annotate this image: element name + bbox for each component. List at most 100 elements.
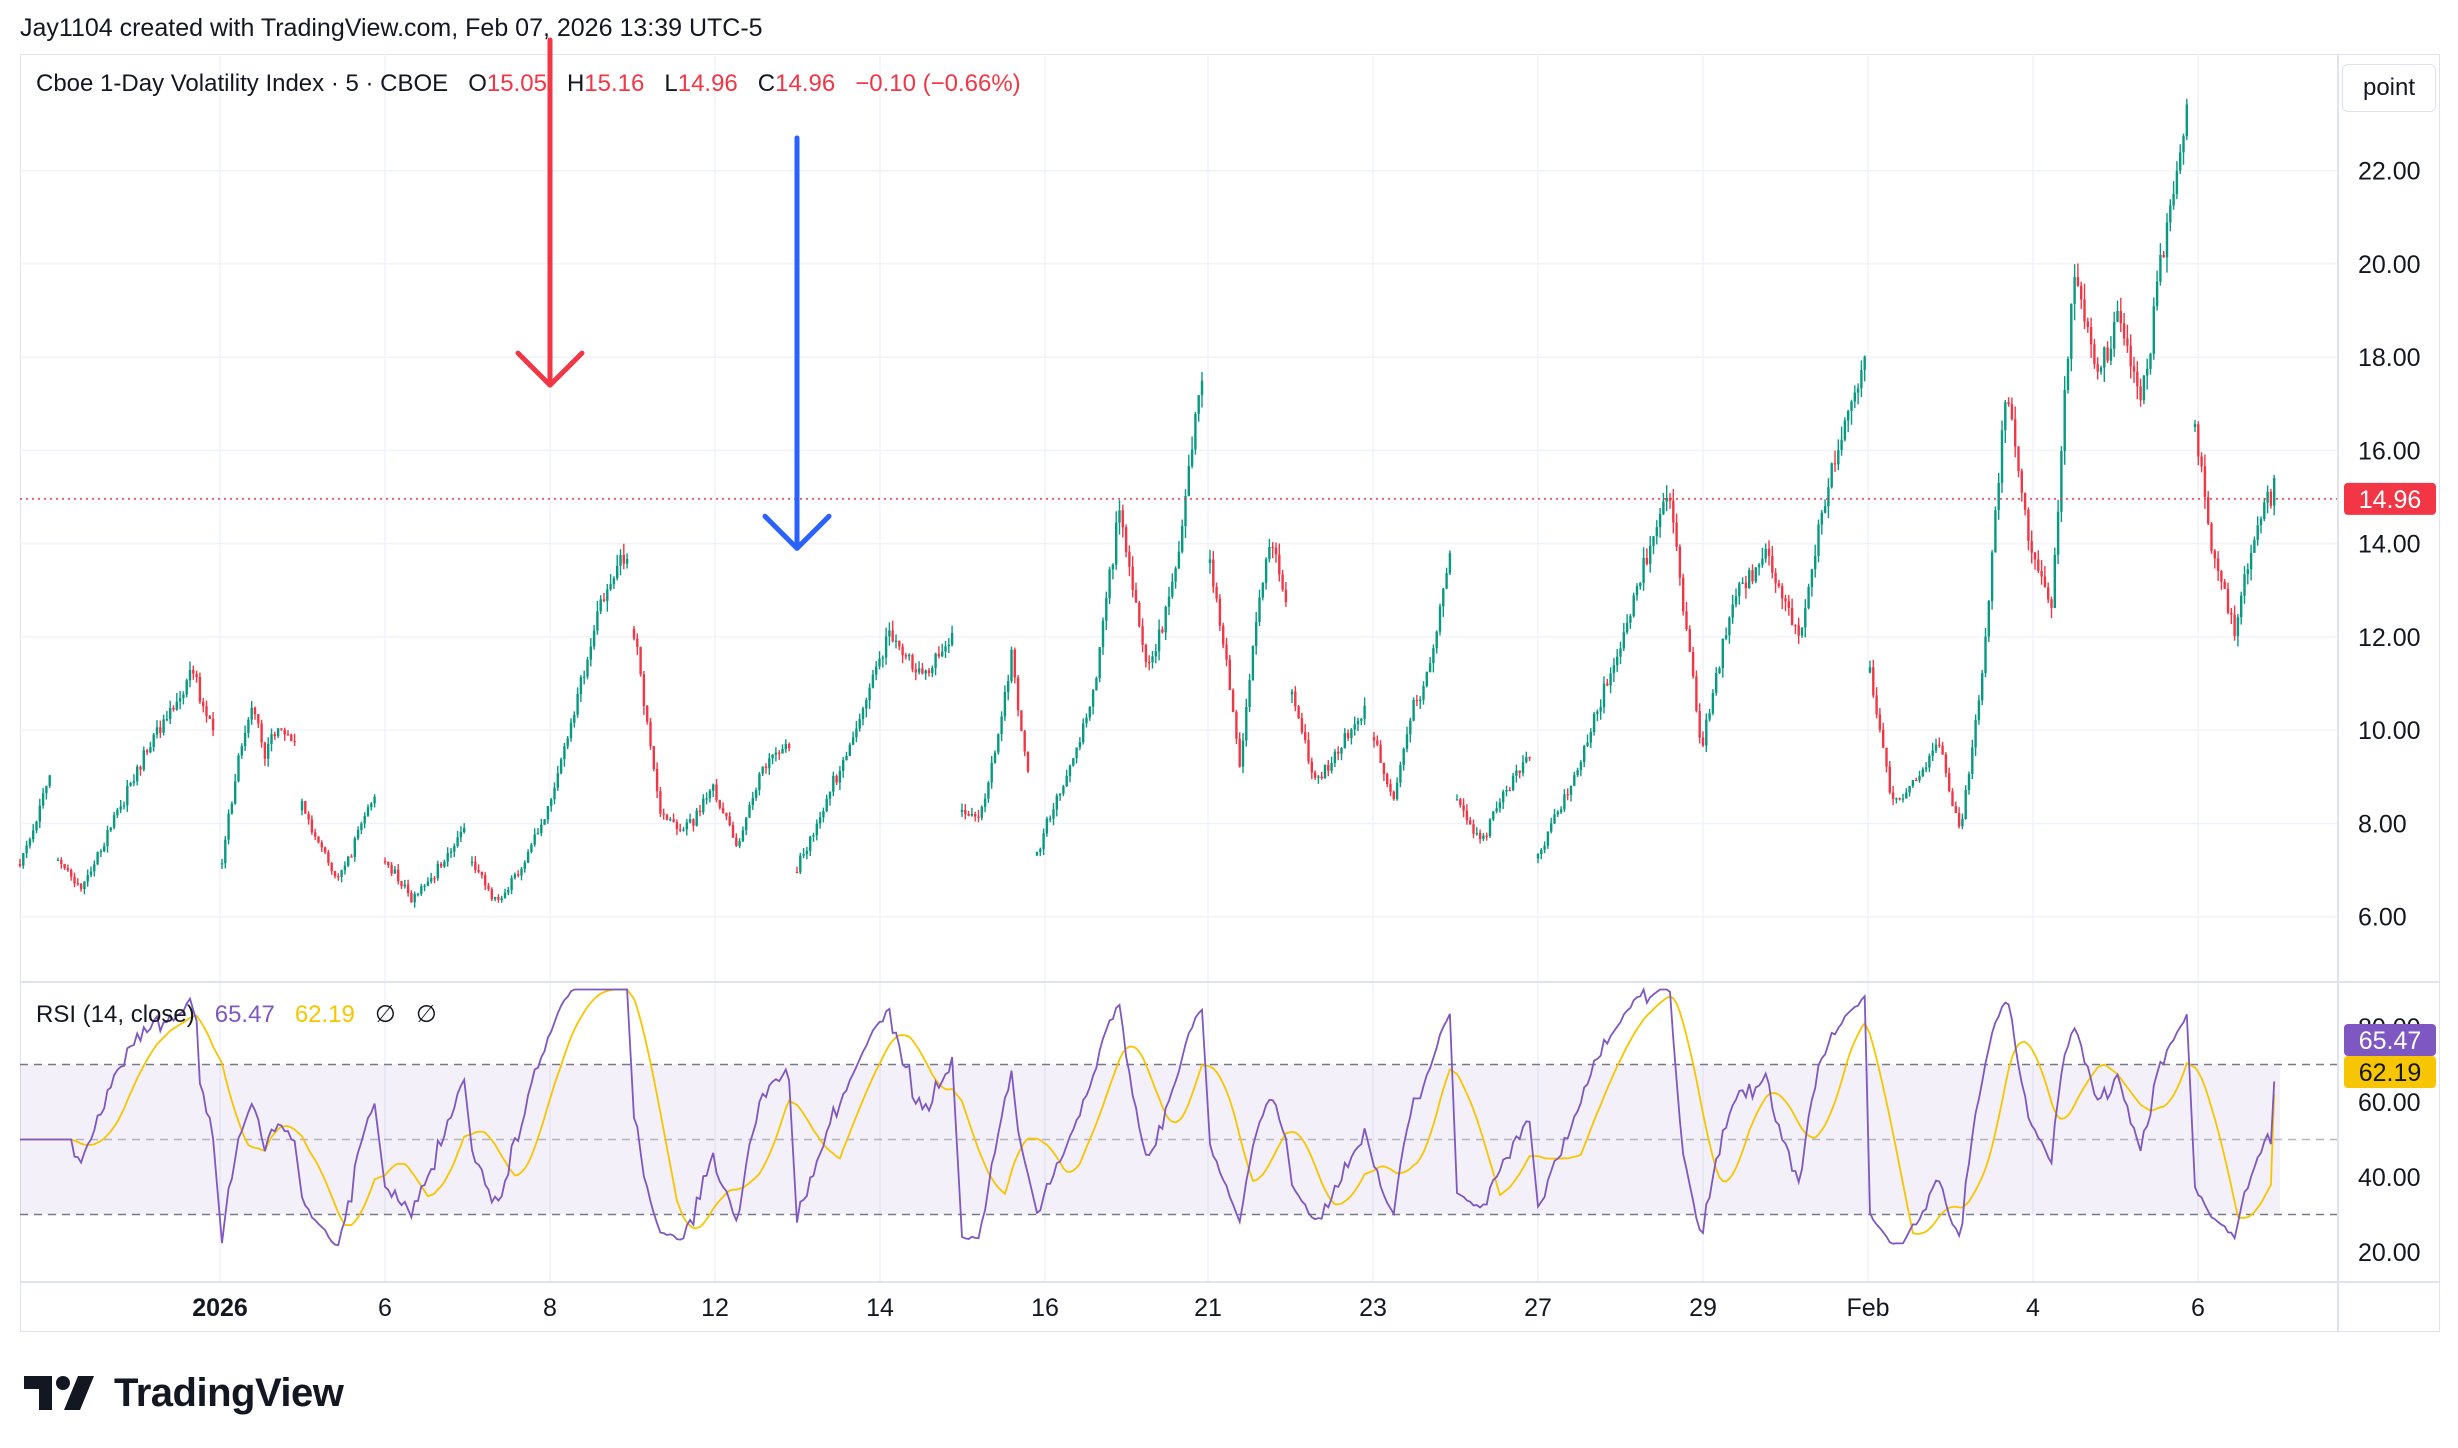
candle-body [1488, 819, 1492, 837]
candle-body [1553, 814, 1556, 824]
candle-body [86, 875, 89, 882]
candle-body [993, 752, 997, 763]
candle-body [2099, 367, 2103, 372]
candle-body [2109, 348, 2113, 361]
candle-body [1190, 449, 1194, 467]
candle-body [721, 807, 725, 813]
candle-body [1744, 582, 1748, 589]
candle-body [474, 861, 477, 871]
candle-body [323, 847, 327, 853]
candle-body [250, 707, 253, 720]
candle-body [738, 841, 741, 846]
candle-body [1609, 673, 1612, 686]
rsi-ma-value-badge-label: 62.19 [2359, 1059, 2422, 1087]
candle-body [2193, 424, 2197, 428]
candle-body [1569, 785, 1573, 795]
candle-body [2197, 424, 2200, 457]
candle-body [195, 673, 198, 678]
candle-body [2122, 323, 2126, 339]
candle-body [270, 734, 273, 744]
candle-body [2185, 104, 2188, 137]
candle-body [1508, 790, 1511, 792]
chart-frame[interactable] [20, 54, 2440, 1332]
candle-body [1184, 495, 1187, 527]
candle-body [1148, 661, 1151, 664]
candle-body [2246, 569, 2249, 575]
candle-body [652, 746, 655, 770]
candle-body [1718, 668, 1721, 674]
candle-body [842, 759, 845, 771]
candle-body [230, 803, 234, 814]
candle-body [413, 893, 416, 903]
candle-body [25, 845, 28, 854]
candle-body [70, 870, 73, 877]
candle-body [45, 785, 48, 794]
candle-body [1475, 833, 1478, 835]
candle-body [1662, 501, 1665, 514]
candle-body [543, 819, 546, 825]
candle-body [1888, 766, 1891, 793]
low-label: L [664, 70, 678, 97]
candle-body [1948, 773, 1951, 792]
candle-body [1895, 798, 1898, 800]
candle-body [119, 806, 122, 810]
candle-body [1987, 601, 1990, 637]
candle-body [1711, 692, 1715, 714]
time-tick-label: Feb [1846, 1294, 1889, 1322]
candle-body [1415, 699, 1419, 702]
candle-body [655, 769, 659, 792]
candle-body [1010, 649, 1013, 682]
tradingview-brand[interactable]: TradingView [24, 1366, 344, 1420]
candle-body [553, 787, 556, 800]
candle-body [1248, 680, 1251, 707]
candle-body [132, 781, 136, 784]
candle-body [192, 669, 195, 674]
candle-body [878, 658, 881, 667]
candle-body [2243, 574, 2246, 596]
rsi-ma-line [20, 988, 2276, 1235]
candle-body [139, 766, 142, 770]
candle-body [2047, 587, 2050, 600]
symbol-title[interactable]: Cboe 1-Day Volatility Index · 5 · CBOE [36, 70, 449, 97]
candle-body [761, 766, 764, 774]
candle-body [1134, 589, 1138, 603]
candle-body [1715, 673, 1718, 693]
candle-body [649, 721, 652, 747]
candle-body [1847, 410, 1850, 421]
candle-body [330, 862, 333, 872]
candle-body [439, 863, 443, 867]
rsi-tick-label: 60.00 [2358, 1089, 2421, 1117]
candle-body [1688, 629, 1691, 652]
candle-body [1622, 632, 1625, 649]
candle-body [2096, 364, 2099, 372]
candle-body [347, 856, 350, 866]
candle-body [93, 864, 96, 872]
candle-body [487, 885, 490, 890]
rsi-title[interactable]: RSI (14, close) [36, 1001, 195, 1028]
candle-body [1787, 601, 1790, 608]
price-unit-button[interactable]: point [2342, 64, 2436, 112]
candle-body [109, 827, 112, 831]
candle-body [1708, 713, 1711, 720]
candle-body [921, 668, 924, 674]
candle-body [280, 728, 283, 730]
price-tick-label: 20.00 [2358, 251, 2421, 279]
candle-body [596, 611, 599, 631]
candle-body [1810, 569, 1814, 587]
candle-body [286, 734, 290, 736]
candle-body [76, 883, 79, 885]
candle-body [449, 851, 453, 854]
candle-body [1003, 691, 1007, 717]
candle-body [1583, 746, 1586, 763]
candle-body [1602, 683, 1606, 708]
high-label: H [566, 70, 585, 97]
candle-body [2249, 552, 2253, 570]
candle-body [1957, 812, 1961, 827]
candle-body [387, 861, 390, 866]
brand-name: TradingView [114, 1370, 344, 1415]
candle-body [178, 698, 182, 702]
candle-body [2023, 492, 2027, 510]
rsi-legend: RSI (14, close) 65.47 62.19 ∅ ∅ [36, 1000, 437, 1029]
candle-body [63, 864, 66, 869]
